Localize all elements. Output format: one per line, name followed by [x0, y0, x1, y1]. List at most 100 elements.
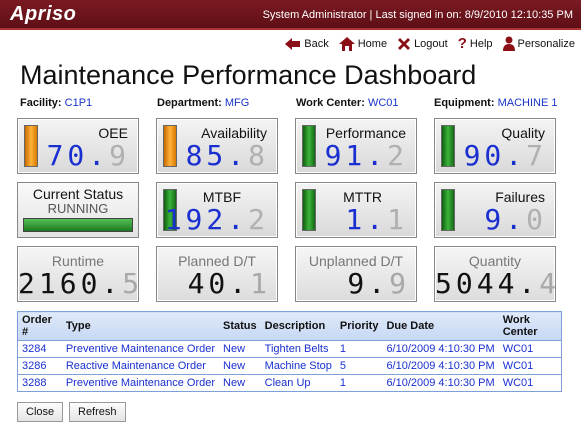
status-value: RUNNING: [47, 201, 109, 216]
quantity-label: Quantity: [468, 253, 522, 269]
cell-work-center: WC01: [498, 340, 562, 358]
col-type[interactable]: Type: [61, 311, 220, 341]
cell-description: Tighten Belts: [260, 340, 336, 358]
cell-priority: 1: [335, 340, 383, 358]
cell-order[interactable]: 3286: [17, 357, 62, 375]
cell-due-date: 6/10/2009 4:10:30 PM: [382, 374, 499, 392]
availability-indicator: [163, 125, 177, 167]
help-question-icon: ?: [457, 35, 467, 52]
runtime-value: 2160.5: [18, 267, 144, 300]
cell-order[interactable]: 3284: [17, 340, 62, 358]
col-order[interactable]: Order #: [17, 311, 62, 341]
status-label: Current Status: [32, 186, 124, 202]
help-label: Help: [469, 37, 493, 50]
availability-label: Availability: [201, 125, 267, 141]
cell-priority: 1: [335, 374, 383, 392]
cell-description: Clean Up: [260, 374, 336, 392]
planned-dt-label: Planned D/T: [178, 253, 256, 269]
cell-type[interactable]: Preventive Maintenance Order: [61, 374, 220, 392]
performance-indicator: [302, 125, 316, 167]
table-row[interactable]: 3284 Preventive Maintenance Order New Ti…: [17, 340, 562, 358]
cell-type[interactable]: Reactive Maintenance Order: [61, 357, 220, 375]
back-label: Back: [304, 37, 329, 50]
work-center-filter: Work Center: WC01: [296, 97, 399, 109]
facility-label: Facility:: [20, 97, 62, 109]
oee-label: OEE: [98, 125, 128, 141]
unplanned-dt-value: 9.9: [347, 267, 410, 300]
col-work-center[interactable]: Work Center: [498, 311, 562, 341]
refresh-button[interactable]: Refresh: [69, 402, 126, 422]
col-description[interactable]: Description: [260, 311, 336, 341]
quality-indicator: [441, 125, 455, 167]
cell-order[interactable]: 3288: [17, 374, 62, 392]
cell-description: Machine Stop: [260, 357, 336, 375]
cell-priority: 5: [335, 357, 383, 375]
mtbf-indicator: [163, 189, 177, 231]
home-link[interactable]: Home: [338, 36, 388, 51]
equipment-value[interactable]: MACHINE 1: [497, 97, 558, 109]
page-title: Maintenance Performance Dashboard: [20, 60, 477, 90]
department-value[interactable]: MFG: [224, 97, 250, 109]
total-quantity: Quantity 5044.4: [434, 246, 556, 302]
help-link[interactable]: ? Help: [458, 36, 493, 51]
mttr-value: 1.1: [345, 203, 408, 236]
cell-type[interactable]: Preventive Maintenance Order: [61, 340, 220, 358]
equipment-label: Equipment:: [434, 97, 495, 109]
col-priority[interactable]: Priority: [335, 311, 383, 341]
kpi-availability: Availability 85.8: [156, 118, 278, 174]
home-label: Home: [357, 37, 388, 50]
mtbf-label: MTBF: [202, 189, 241, 205]
kpi-oee: OEE 70.9: [17, 118, 139, 174]
performance-label: Performance: [325, 125, 406, 141]
kpi-performance: Performance 91.2: [295, 118, 417, 174]
cell-due-date: 6/10/2009 4:10:30 PM: [382, 340, 499, 358]
work-center-value[interactable]: WC01: [367, 97, 399, 109]
kpi-quality: Quality 90.7: [434, 118, 556, 174]
apriso-logo: Apriso: [10, 3, 77, 25]
mttr-label: MTTR: [343, 189, 382, 205]
equipment-filter: Equipment: MACHINE 1: [434, 97, 557, 109]
current-status: Current Status RUNNING: [17, 182, 139, 238]
quality-label: Quality: [501, 125, 545, 141]
facility-filter: Facility: C1P1: [20, 97, 92, 109]
cell-due-date: 6/10/2009 4:10:30 PM: [382, 357, 499, 375]
signin-info: System Administrator | Last signed in on…: [262, 9, 573, 21]
oee-value: 70.9: [46, 139, 130, 172]
logout-label: Logout: [414, 37, 448, 50]
personalize-link[interactable]: Personalize: [502, 36, 575, 51]
table-row[interactable]: 3288 Preventive Maintenance Order New Cl…: [17, 374, 562, 392]
top-bar: Apriso System Administrator | Last signe…: [0, 0, 581, 30]
mtbf-value: 192.2: [164, 203, 269, 236]
performance-value: 91.2: [324, 139, 408, 172]
col-due-date[interactable]: Due Date: [382, 311, 499, 341]
oee-indicator: [24, 125, 38, 167]
work-orders-table: Order # Type Status Description Priority…: [17, 311, 562, 392]
total-runtime: Runtime 2160.5: [17, 246, 139, 302]
kpi-mttr: MTTR 1.1: [295, 182, 417, 238]
facility-value[interactable]: C1P1: [64, 97, 93, 109]
planned-dt-value: 40.1: [187, 267, 271, 300]
runtime-label: Runtime: [51, 253, 105, 269]
table-row[interactable]: 3286 Reactive Maintenance Order New Mach…: [17, 357, 562, 375]
cell-work-center: WC01: [498, 357, 562, 375]
kpi-failures: Failures 9.0: [434, 182, 556, 238]
back-link[interactable]: Back: [285, 36, 329, 51]
quantity-value: 5044.4: [435, 267, 561, 300]
cell-status: New: [219, 340, 261, 358]
total-unplanned-dt: Unplanned D/T 9.9: [295, 246, 417, 302]
col-status[interactable]: Status: [219, 311, 261, 341]
mttr-indicator: [302, 189, 316, 231]
close-button[interactable]: Close: [17, 402, 64, 422]
nav-links: Back Home Logout ? Help Personalize: [285, 36, 575, 51]
person-icon: [502, 36, 515, 51]
department-label: Department:: [157, 97, 222, 109]
department-filter: Department: MFG: [157, 97, 249, 109]
logout-x-icon: [397, 37, 411, 51]
logout-link[interactable]: Logout: [397, 36, 448, 51]
failures-indicator: [441, 189, 455, 231]
failures-label: Failures: [495, 189, 545, 205]
quality-value: 90.7: [463, 139, 547, 172]
personalize-label: Personalize: [517, 37, 575, 50]
failures-value: 9.0: [484, 203, 547, 236]
kpi-mtbf: MTBF 192.2: [156, 182, 278, 238]
